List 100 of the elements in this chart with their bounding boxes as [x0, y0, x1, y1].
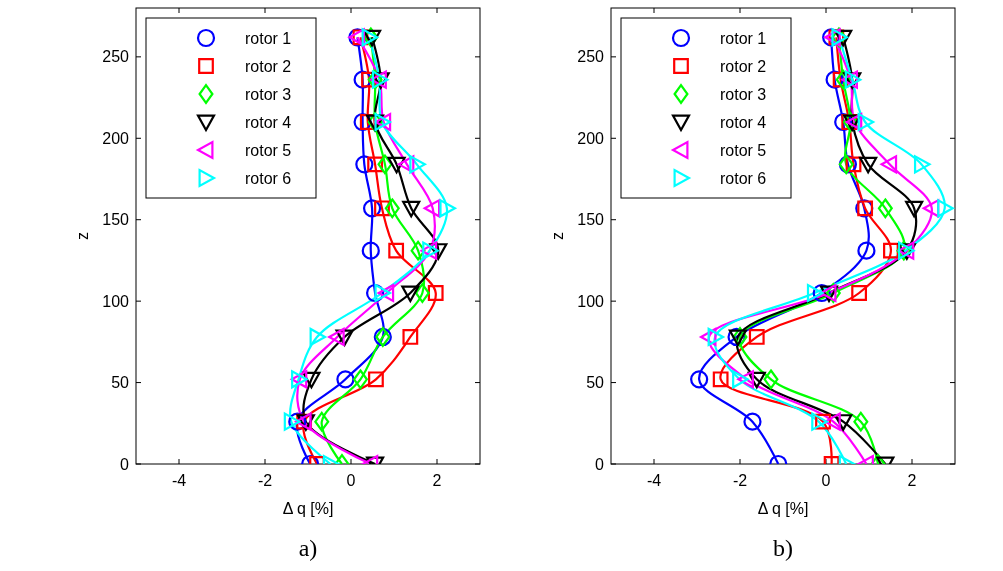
text: b) [773, 535, 793, 561]
point [857, 241, 876, 260]
y-tick-label: 150 [577, 211, 605, 229]
point [811, 412, 828, 431]
point [699, 327, 717, 347]
point [937, 199, 954, 218]
point [377, 154, 393, 175]
point [397, 155, 415, 174]
y-tick-label: 250 [102, 48, 130, 66]
point [283, 412, 301, 431]
point [747, 371, 766, 389]
point [743, 412, 762, 431]
point [402, 200, 421, 218]
x-tick-label: -4 [646, 472, 662, 489]
y-tick-label: 50 [111, 374, 130, 392]
point [825, 70, 844, 89]
point [374, 200, 390, 217]
point [845, 156, 862, 173]
point [834, 112, 853, 132]
point [834, 414, 853, 431]
legend-label: rotor 5 [720, 142, 767, 159]
point [359, 114, 376, 130]
point [853, 411, 869, 432]
point [328, 327, 345, 347]
legend-label: rotor 6 [720, 170, 767, 187]
legend-label: rotor 4 [720, 114, 767, 131]
point [402, 329, 419, 345]
point [883, 242, 899, 259]
point [857, 112, 875, 132]
point [913, 155, 931, 174]
legend-label: rotor 4 [245, 114, 292, 131]
point [851, 285, 868, 301]
point [384, 198, 400, 219]
legend-label: rotor 2 [245, 58, 292, 75]
point [352, 369, 368, 390]
x-tick-label: 0 [346, 472, 356, 489]
point [353, 70, 372, 89]
point [737, 370, 754, 389]
text: a) [298, 535, 318, 561]
point [429, 243, 448, 260]
point [409, 155, 426, 174]
point [361, 241, 380, 260]
x-tick-label: -2 [732, 472, 748, 489]
point [748, 329, 765, 345]
point [314, 411, 330, 432]
point [367, 69, 383, 90]
x-tick-label: -4 [171, 472, 187, 489]
x-axis-title: Δ q [%] [757, 500, 809, 517]
legend-label: rotor 6 [245, 170, 292, 187]
point [309, 327, 327, 347]
point [824, 412, 841, 431]
y-axis-title: z [549, 232, 566, 240]
legend-label: rotor 1 [245, 30, 292, 47]
point [410, 240, 426, 261]
point [812, 283, 831, 303]
point [355, 155, 374, 174]
point [877, 198, 893, 219]
point [388, 242, 405, 259]
point [825, 283, 841, 303]
legend-label: rotor 5 [245, 142, 292, 159]
legend-label: rotor 3 [245, 86, 292, 103]
point [838, 154, 854, 175]
point [352, 29, 369, 46]
point [353, 112, 372, 132]
y-tick-label: 200 [102, 129, 130, 147]
point [712, 371, 729, 388]
point [387, 156, 406, 174]
point [335, 329, 354, 347]
y-tick-label: 100 [102, 292, 130, 310]
point [815, 413, 831, 430]
point [763, 369, 779, 390]
y-tick-label: 0 [120, 455, 130, 473]
legend-label: rotor 1 [720, 30, 767, 47]
point [732, 327, 748, 347]
point [367, 156, 383, 173]
point [302, 371, 321, 389]
x-tick-label: 2 [432, 472, 442, 489]
y-tick-label: 50 [586, 374, 605, 392]
legend-label: rotor 2 [720, 58, 767, 75]
point [707, 327, 725, 347]
point [414, 283, 430, 303]
y-tick-label: 250 [577, 48, 605, 66]
point [838, 155, 858, 174]
point [361, 71, 377, 88]
point [288, 412, 307, 431]
y-tick-label: 200 [577, 129, 605, 147]
y-axis-title: z [74, 232, 91, 240]
point [732, 370, 749, 389]
point [336, 370, 355, 389]
legend-label: rotor 3 [720, 86, 767, 103]
point [423, 199, 441, 218]
y-tick-label: 0 [595, 455, 605, 473]
point [905, 200, 924, 218]
point [859, 156, 878, 174]
point [880, 155, 898, 174]
point [362, 199, 382, 218]
x-tick-label: 0 [821, 472, 831, 489]
x-tick-label: -2 [257, 472, 273, 489]
point [690, 370, 709, 389]
y-tick-label: 150 [102, 211, 130, 229]
